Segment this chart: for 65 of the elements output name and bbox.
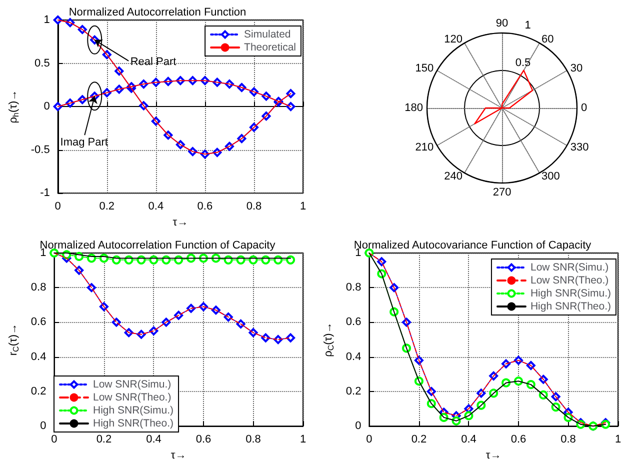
annotation: Imag Part	[60, 136, 108, 149]
y-tick-label: 1	[355, 247, 362, 259]
legend-label: Theoretical	[244, 42, 296, 54]
x-tick-label: 0.4	[146, 434, 162, 446]
spoke-label: 30	[570, 62, 583, 74]
y-tick-label: 0.2	[346, 385, 362, 398]
y-tick-label: 0	[40, 420, 46, 432]
legend-label: Low SNR(Theo.)	[530, 274, 609, 286]
y-axis-title: ρC(τ)→	[322, 322, 336, 357]
spoke-label: 270	[492, 186, 512, 198]
spoke-label: 330	[570, 142, 589, 154]
x-tick-label: 0.8	[246, 434, 261, 446]
spoke-label: 180	[404, 102, 423, 114]
y-tick-label: 1	[40, 247, 46, 259]
x-tick-label: 0.4	[148, 200, 164, 213]
x-axis-title: τ→	[486, 450, 502, 462]
y-tick-label: 0.8	[346, 282, 362, 294]
y-tick-label: 1	[44, 14, 50, 26]
legend-label: High SNR(Theo.)	[93, 418, 174, 430]
y-tick-label: 0.6	[346, 316, 362, 328]
x-tick-label: 0	[366, 434, 372, 446]
x-tick-label: 0.2	[99, 200, 115, 213]
legend-label: Simulated	[244, 28, 291, 40]
y-tick-label: -0.5	[30, 144, 50, 156]
legend-label: High SNR(Simu.)	[530, 288, 611, 300]
x-axis-title: τ→	[172, 216, 188, 228]
x-tick-label: 0.6	[197, 200, 213, 213]
x-tick-label: 0	[54, 200, 61, 213]
chart-title: Normalized Autocorrelation Function	[68, 6, 246, 18]
y-tick-label: 0.4	[346, 350, 362, 363]
x-tick-label: 0.4	[461, 434, 476, 446]
legend-label: High SNR(Theo.)	[530, 300, 612, 312]
spoke-label: 120	[444, 34, 462, 46]
spoke-label: 90	[496, 18, 508, 30]
y-tick-label: 0.6	[30, 316, 46, 328]
spoke-label: 300	[542, 170, 560, 182]
x-tick-label: 0.2	[411, 434, 427, 446]
y-tick-label: 0.5	[34, 57, 50, 70]
spoke-label: 0	[581, 102, 588, 114]
spoke-label: 60	[542, 34, 554, 46]
x-tick-label: 0.8	[560, 434, 576, 446]
y-tick-label: 0.4	[30, 350, 46, 363]
y-tick-label: 0.8	[30, 282, 46, 294]
annotation: Real Part	[130, 56, 176, 68]
x-axis-title: τ→	[170, 450, 186, 462]
legend-label: Low SNR(Simu.)	[93, 378, 172, 390]
y-tick-label: -1	[40, 187, 50, 200]
x-tick-label: 1	[300, 200, 306, 213]
x-tick-label: 1	[614, 434, 622, 446]
legend-label: Low SNR(Theo.)	[93, 392, 172, 404]
legend-label: Low SNR(Simu.)	[530, 262, 609, 274]
x-tick-label: 0.8	[246, 200, 262, 213]
y-tick-label: 0	[44, 100, 50, 113]
spoke-label: 240	[444, 170, 462, 182]
y-tick-label: 0.5	[515, 57, 531, 69]
y-tick-label: 0.2	[30, 385, 46, 398]
y-tick-label: 0	[355, 420, 362, 432]
x-tick-label: 1	[300, 434, 306, 446]
spoke-label: 150	[415, 62, 434, 74]
legend-label: High SNR(Simu.)	[93, 404, 174, 416]
x-tick-label: 0.6	[196, 434, 212, 446]
y-axis-title: rC(τ)→	[8, 323, 20, 356]
y-axis-title: ρh(τ)→	[8, 90, 20, 124]
x-tick-label: 0.2	[96, 434, 112, 446]
spoke-label: 210	[415, 142, 434, 154]
